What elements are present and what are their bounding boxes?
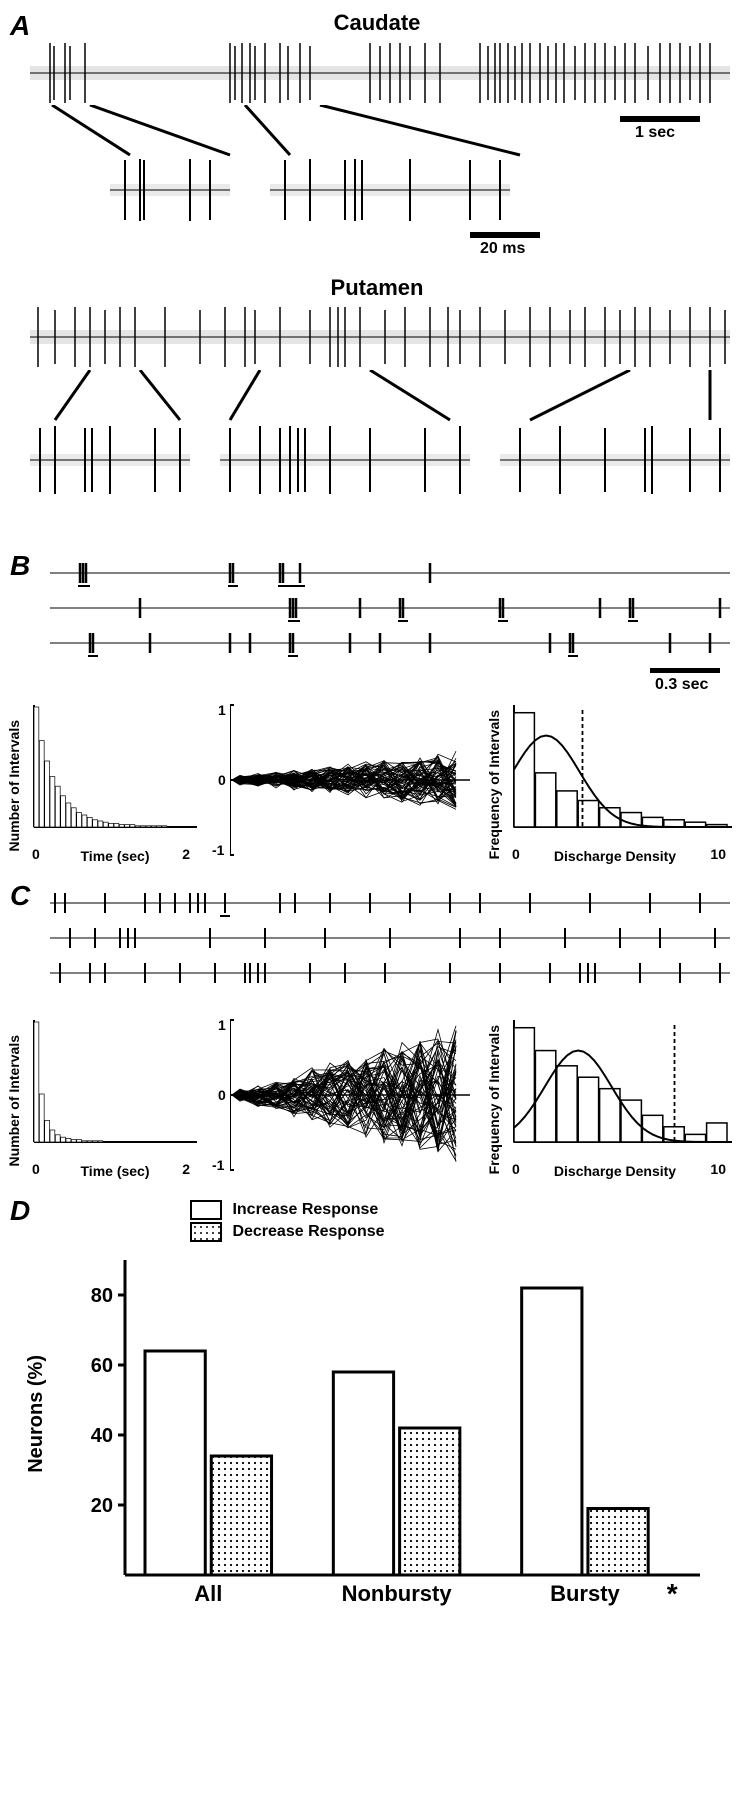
- caudate-trace: [30, 38, 730, 108]
- panel-d-ylabel: Neurons (%): [25, 1355, 48, 1473]
- panel-b-scalebar-label: 0.3 sec: [655, 676, 708, 694]
- panel-c-density-svg: [512, 1020, 732, 1160]
- panel-b-isi-ylabel: Number of Intervals: [6, 720, 22, 851]
- putamen-trace: [30, 302, 730, 372]
- panel-b-isi-svg: [32, 705, 197, 845]
- panel-c-density: Frequency of Intervals Discharge Density…: [490, 1015, 740, 1185]
- caudate-zoom-traces: [110, 155, 610, 225]
- panel-c-z-1: 1: [218, 1017, 226, 1033]
- panel-b-isi-xlabel: Time (sec): [55, 848, 175, 864]
- panel-b-density: Frequency of Intervals Discharge Density…: [490, 700, 740, 870]
- panel-d-label: D: [10, 1195, 30, 1227]
- svg-text:20: 20: [91, 1495, 113, 1517]
- panel-a: A Caudate 1 sec: [10, 10, 744, 550]
- panel-c-isi-xlabel: Time (sec): [55, 1163, 175, 1179]
- panel-c-density-x1: 10: [710, 1161, 726, 1177]
- panel-b-z-0: 0: [218, 772, 226, 788]
- svg-text:40: 40: [91, 1425, 113, 1447]
- panel-b-zscore-svg: [230, 700, 470, 860]
- putamen-zoom-traces: [30, 420, 730, 500]
- svg-text:Nonbursty: Nonbursty: [342, 1581, 453, 1606]
- panel-b-zscore: 1 0 -1: [220, 700, 470, 870]
- panel-c-isi: Number of Intervals Time (sec) 0 2: [10, 1015, 200, 1185]
- panel-b-z-1: 1: [218, 702, 226, 718]
- panel-b-isi: Number of Intervals Time (sec) 0 2: [10, 700, 200, 870]
- panel-b-density-xlabel: Discharge Density: [535, 848, 695, 864]
- svg-text:60: 60: [91, 1355, 113, 1377]
- legend-increase-swatch: [190, 1200, 222, 1220]
- panel-d-bar-svg: 20 40 60 80 All Nonbursty Bursty *: [90, 1250, 710, 1610]
- panel-b-isi-x0: 0: [32, 846, 40, 862]
- panel-c-label: C: [10, 880, 30, 912]
- panel-b: B: [10, 550, 744, 880]
- svg-text:All: All: [194, 1581, 222, 1606]
- panel-c-isi-ylabel: Number of Intervals: [6, 1035, 22, 1166]
- panel-c-isi-x1: 2: [182, 1161, 190, 1177]
- panel-d: D Increase Response Decrease Response Ne…: [10, 1195, 744, 1625]
- figure-root: A Caudate 1 sec: [10, 10, 744, 1625]
- panel-b-scalebar: [650, 668, 720, 673]
- caudate-scalebar-20ms-label: 20 ms: [480, 240, 525, 258]
- panel-c-z-m1: -1: [212, 1157, 224, 1173]
- legend-decrease-swatch: [190, 1222, 222, 1242]
- legend-decrease-text: Decrease Response: [232, 1223, 384, 1240]
- panel-c-density-xlabel: Discharge Density: [535, 1163, 695, 1179]
- panel-c-isi-svg: [32, 1020, 197, 1160]
- panel-c-raster: [50, 888, 730, 988]
- panel-c: C Number of Intervals Time (sec): [10, 880, 744, 1195]
- panel-b-isi-x1: 2: [182, 846, 190, 862]
- caudate-scalebar-20ms: [470, 232, 540, 238]
- panel-c-isi-x0: 0: [32, 1161, 40, 1177]
- svg-text:*: *: [667, 1578, 678, 1609]
- panel-b-density-x1: 10: [710, 846, 726, 862]
- caudate-title: Caudate: [10, 10, 744, 36]
- svg-text:Bursty: Bursty: [550, 1581, 620, 1606]
- panel-b-label: B: [10, 550, 30, 582]
- svg-text:80: 80: [91, 1285, 113, 1307]
- panel-c-zscore-svg: [230, 1015, 470, 1175]
- legend-increase-text: Increase Response: [232, 1201, 378, 1218]
- panel-c-density-ylabel: Frequency of Intervals: [486, 1025, 502, 1174]
- panel-c-z-0: 0: [218, 1087, 226, 1103]
- panel-b-density-svg: [512, 705, 732, 845]
- panel-b-z-m1: -1: [212, 842, 224, 858]
- panel-c-zscore: 1 0 -1: [220, 1015, 470, 1185]
- panel-c-density-x0: 0: [512, 1161, 520, 1177]
- panel-b-raster: [50, 558, 730, 658]
- panel-b-density-ylabel: Frequency of Intervals: [486, 710, 502, 859]
- putamen-title: Putamen: [10, 275, 744, 301]
- panel-d-legend: Increase Response Decrease Response: [190, 1200, 385, 1242]
- panel-b-density-x0: 0: [512, 846, 520, 862]
